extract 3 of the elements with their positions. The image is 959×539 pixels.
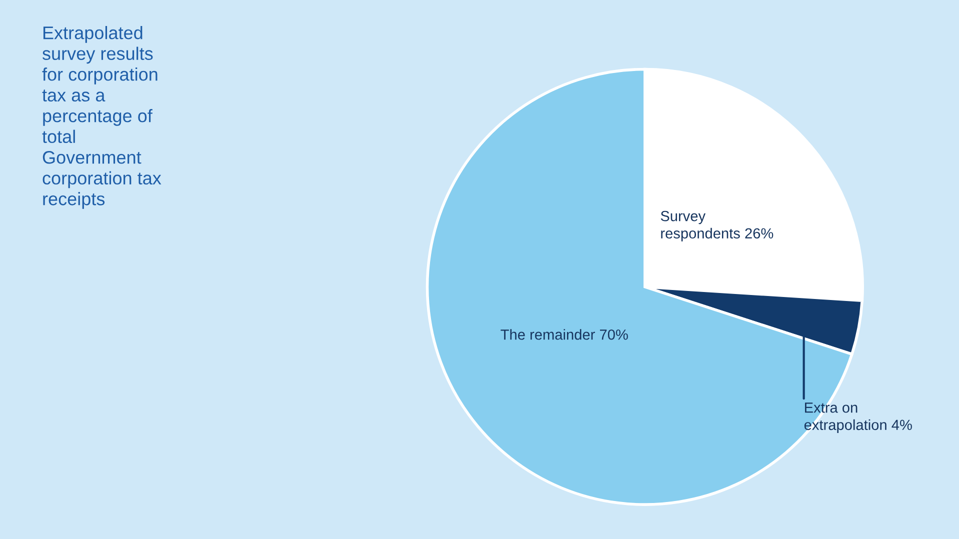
slice-label: Survey respondents 26% bbox=[660, 210, 774, 242]
chart-title: Extrapolated survey results for corporation tax as a percentage of total Government corporation tax receipts bbox=[42, 26, 162, 209]
slice-label: The remainder 70% bbox=[500, 329, 628, 340]
